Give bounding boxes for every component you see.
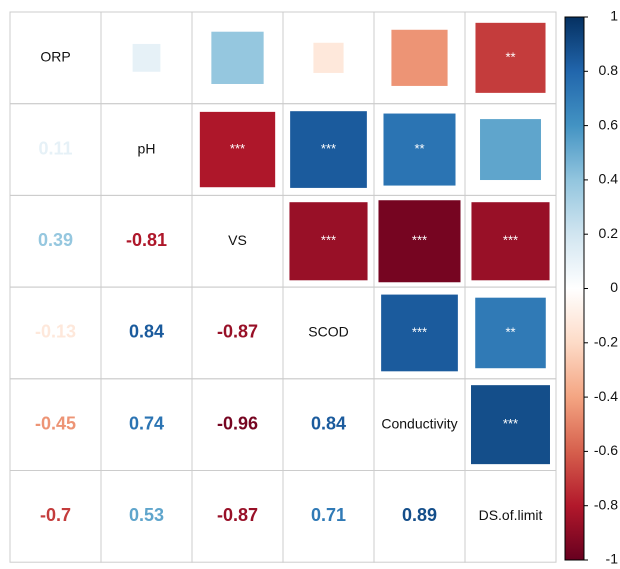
value-label: -0.13 (35, 322, 76, 342)
significance-label: *** (321, 233, 336, 248)
corr-square (391, 29, 448, 86)
corr-square (471, 202, 550, 281)
corr-square (313, 42, 344, 73)
value-label: -0.96 (217, 413, 258, 433)
corr-square (289, 202, 368, 281)
value-label: -0.87 (217, 322, 258, 342)
value-label: 0.89 (402, 505, 437, 525)
value-label: 0.53 (129, 505, 164, 525)
variable-label: ORP (40, 49, 70, 65)
colorbar (564, 16, 585, 561)
value-label: -0.7 (40, 505, 71, 525)
value-label: 0.84 (311, 413, 346, 433)
value-label: -0.81 (126, 230, 167, 250)
colorbar-tick-label: 0.4 (599, 171, 619, 187)
significance-label: *** (412, 233, 427, 248)
value-label: 0.11 (38, 138, 72, 158)
colorbar-tick-label: -0.2 (594, 334, 618, 350)
colorbar-tick-label: 0.8 (599, 62, 619, 78)
colorbar-tick-label: -0.8 (594, 496, 618, 512)
corr-square (378, 200, 461, 283)
significance-label: ** (414, 141, 424, 156)
significance-label: ** (505, 49, 515, 64)
colorbar-tick-label: 0 (610, 279, 618, 295)
corr-square (199, 111, 276, 188)
significance-label: *** (503, 233, 518, 248)
variable-label: VS (228, 232, 247, 248)
significance-label: *** (412, 324, 427, 339)
corr-square (475, 297, 546, 369)
value-label: 0.74 (129, 413, 164, 433)
corr-square (290, 111, 367, 188)
corr-square (383, 113, 456, 186)
significance-label: *** (503, 416, 518, 431)
corr-square (381, 294, 458, 372)
corr-square (480, 119, 541, 181)
colorbar-tick-label: -1 (606, 551, 619, 564)
value-label: -0.87 (217, 505, 258, 525)
significance-label: *** (230, 141, 245, 156)
corr-square (211, 31, 264, 84)
value-label: 0.84 (129, 322, 164, 342)
significance-label: *** (321, 141, 336, 156)
colorbar-tick-label: 0.2 (599, 225, 619, 241)
variable-label: SCOD (308, 324, 348, 340)
colorbar-tick-label: 1 (610, 8, 618, 24)
variable-label: Conductivity (381, 415, 457, 431)
cell (464, 470, 557, 563)
corr-square (471, 385, 550, 465)
variable-label: DS.of.limit (479, 507, 543, 523)
colorbar-tick-label: -0.6 (594, 442, 618, 458)
significance-label: ** (505, 324, 515, 339)
value-label: 0.39 (38, 230, 73, 250)
variable-label: pH (138, 140, 156, 156)
value-label: -0.45 (35, 413, 76, 433)
corr-square (475, 22, 546, 93)
corr-square (132, 43, 161, 72)
colorbar-tick-label: 0.6 (599, 116, 619, 132)
value-label: 0.71 (311, 505, 346, 525)
colorbar-tick-label: -0.4 (594, 388, 618, 404)
